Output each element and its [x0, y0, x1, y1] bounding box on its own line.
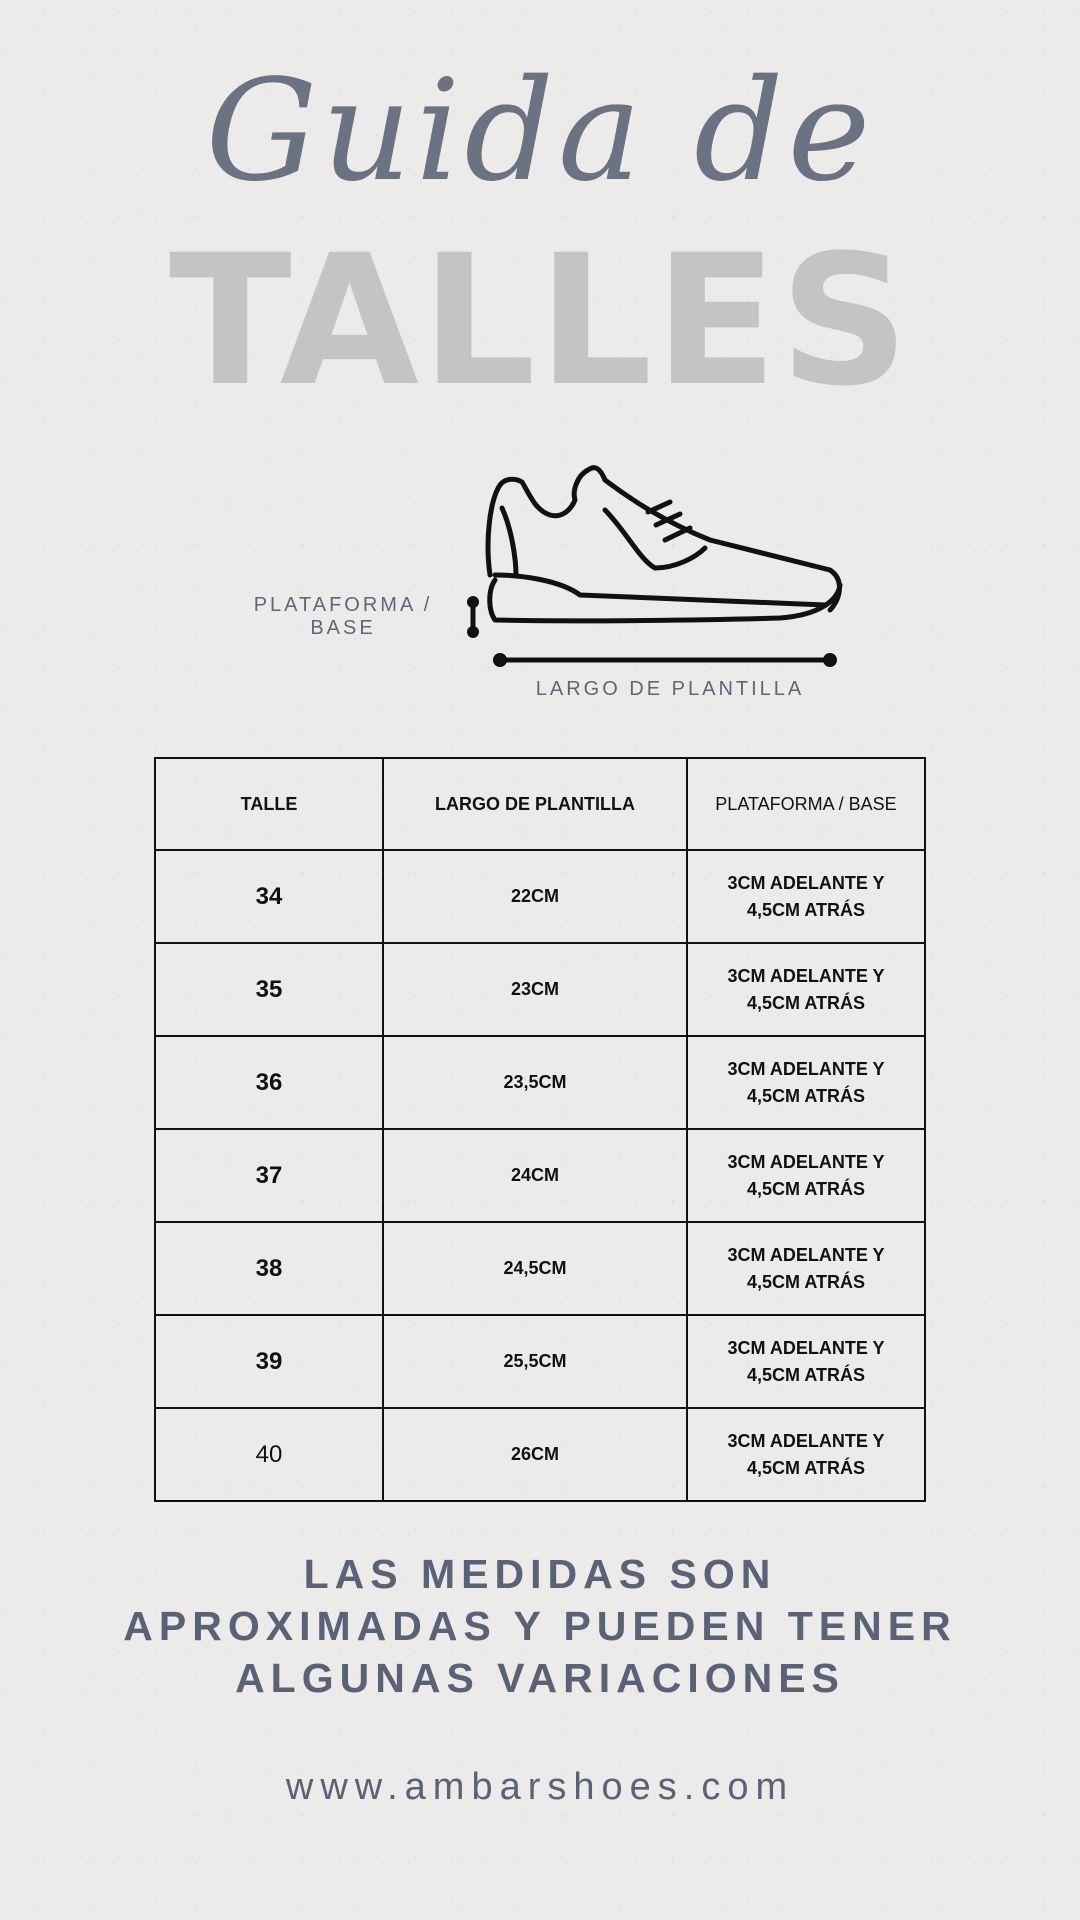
length-cell: 25,5CM: [382, 1314, 688, 1409]
platform-line1: 3CM ADELANTE Y: [727, 1337, 885, 1358]
platform-line1: 3CM ADELANTE Y: [727, 1151, 885, 1172]
sneaker-icon: [467, 465, 843, 667]
length-label: LARGO DE PLANTILLA: [535, 678, 805, 700]
platform-cell: 3CM ADELANTE Y 4,5CM ATRÁS: [686, 1221, 926, 1316]
platform-line2: 4,5CM ATRÁS: [746, 1085, 865, 1106]
platform-line2: 4,5CM ATRÁS: [746, 1178, 865, 1199]
table-row: 38 24,5CM 3CM ADELANTE Y 4,5CM ATRÁS: [154, 1221, 926, 1316]
length-cell: 24,5CM: [382, 1221, 688, 1316]
header-largo: LARGO DE PLANTILLA: [382, 757, 688, 851]
table-row: 36 23,5CM 3CM ADELANTE Y 4,5CM ATRÁS: [154, 1035, 926, 1130]
table-row: 37 24CM 3CM ADELANTE Y 4,5CM ATRÁS: [154, 1128, 926, 1223]
table-row: 40 26CM 3CM ADELANTE Y 4,5CM ATRÁS: [154, 1407, 926, 1502]
platform-cell: 3CM ADELANTE Y 4,5CM ATRÁS: [686, 849, 926, 944]
platform-cell: 3CM ADELANTE Y 4,5CM ATRÁS: [686, 1128, 926, 1223]
table-row: 34 22CM 3CM ADELANTE Y 4,5CM ATRÁS: [154, 849, 926, 944]
platform-line2: 4,5CM ATRÁS: [746, 899, 865, 920]
platform-line1: 3CM ADELANTE Y: [727, 872, 885, 893]
platform-line2: 4,5CM ATRÁS: [746, 992, 865, 1013]
table-row: 35 23CM 3CM ADELANTE Y 4,5CM ATRÁS: [154, 942, 926, 1037]
length-cell: 22CM: [382, 849, 688, 944]
length-cell: 26CM: [382, 1407, 688, 1502]
size-cell: 37: [154, 1128, 384, 1223]
note-line3: ALGUNAS VARIACIONES: [235, 1655, 845, 1701]
platform-label-line2: BASE: [310, 617, 376, 639]
platform-cell: 3CM ADELANTE Y 4,5CM ATRÁS: [686, 1314, 926, 1409]
platform-label-line1: PLATAFORMA /: [253, 594, 433, 616]
note-line2: APROXIMADAS Y PUEDEN TENER: [123, 1603, 957, 1649]
size-table: TALLE LARGO DE PLANTILLA PLATAFORMA / BA…: [154, 757, 926, 1502]
platform-line2: 4,5CM ATRÁS: [746, 1364, 865, 1385]
platform-cell: 3CM ADELANTE Y 4,5CM ATRÁS: [686, 942, 926, 1037]
platform-cell: 3CM ADELANTE Y 4,5CM ATRÁS: [686, 1035, 926, 1130]
platform-line2: 4,5CM ATRÁS: [746, 1457, 865, 1478]
size-cell: 38: [154, 1221, 384, 1316]
platform-line1: 3CM ADELANTE Y: [727, 1430, 885, 1451]
platform-line2: 4,5CM ATRÁS: [746, 1271, 865, 1292]
length-cell: 23CM: [382, 942, 688, 1037]
table-row: 39 25,5CM 3CM ADELANTE Y 4,5CM ATRÁS: [154, 1314, 926, 1409]
platform-label: PLATAFORMA / BASE: [238, 594, 448, 640]
title-script: Guida de: [205, 50, 875, 213]
title-talles: TALLES: [168, 217, 912, 426]
length-cell: 23,5CM: [382, 1035, 688, 1130]
note-line1: LAS MEDIDAS SON: [303, 1551, 777, 1597]
platform-line1: 3CM ADELANTE Y: [727, 965, 885, 986]
platform-line1: 3CM ADELANTE Y: [727, 1058, 885, 1079]
disclaimer-note: LAS MEDIDAS SON APROXIMADAS Y PUEDEN TEN…: [0, 1548, 1080, 1704]
length-cell: 24CM: [382, 1128, 688, 1223]
size-cell: 35: [154, 942, 384, 1037]
header-plataforma: PLATAFORMA / BASE: [686, 757, 926, 851]
table-header-row: TALLE LARGO DE PLANTILLA PLATAFORMA / BA…: [154, 757, 926, 851]
size-cell: 34: [154, 849, 384, 944]
website-link[interactable]: www.ambarshoes.com: [285, 1766, 795, 1808]
size-cell: 39: [154, 1314, 384, 1409]
size-cell: 40: [154, 1407, 384, 1502]
header-talle: TALLE: [154, 757, 384, 851]
platform-line1: 3CM ADELANTE Y: [727, 1244, 885, 1265]
platform-cell: 3CM ADELANTE Y 4,5CM ATRÁS: [686, 1407, 926, 1502]
size-cell: 36: [154, 1035, 384, 1130]
